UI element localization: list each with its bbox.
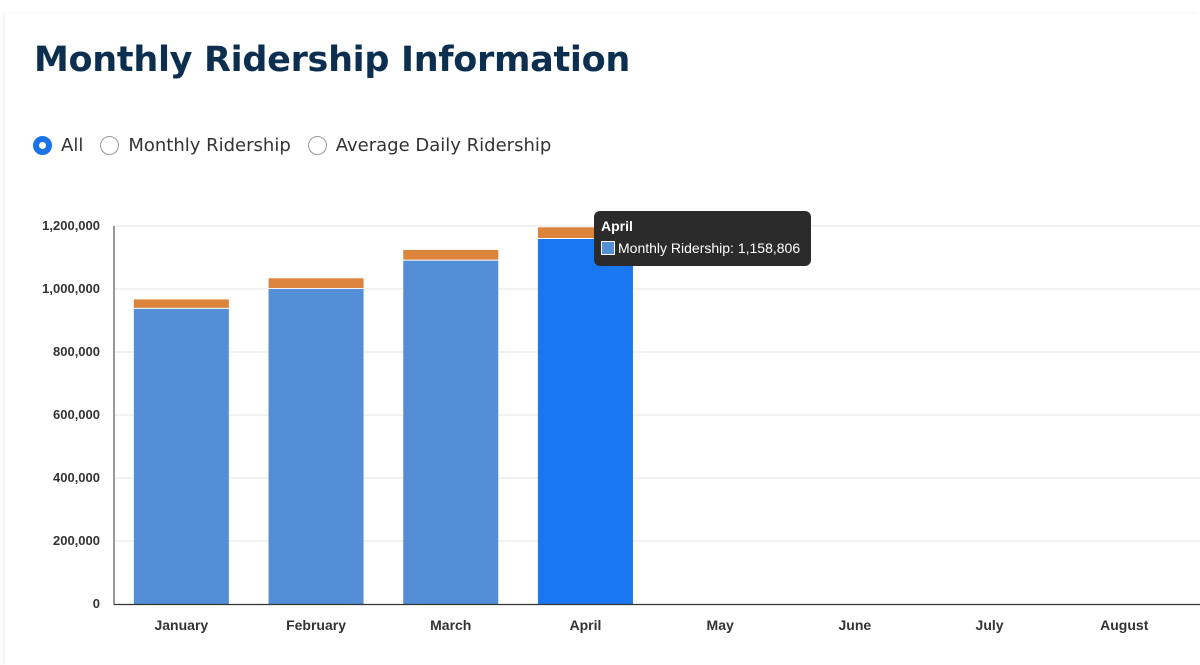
y-tick-label: 0 xyxy=(93,596,100,611)
x-tick-label: March xyxy=(430,617,471,633)
bar-average-daily-ridership xyxy=(403,249,499,260)
radio-selected-icon[interactable] xyxy=(33,135,52,155)
filter-option-monthly-ridership[interactable]: Monthly Ridership xyxy=(100,134,291,156)
filter-option-label: Average Daily Ridership xyxy=(335,134,552,156)
tooltip-row: Monthly Ridership: 1,158,806 xyxy=(601,240,804,256)
tooltip-text: Monthly Ridership: 1,158,806 xyxy=(618,240,801,256)
x-tick-label: May xyxy=(707,617,734,633)
filter-option-label: Monthly Ridership xyxy=(128,134,291,156)
bar-average-daily-ridership xyxy=(537,227,633,238)
y-tick-label: 800,000 xyxy=(53,344,100,359)
tooltip-title: April xyxy=(601,218,633,234)
y-tick-label: 1,200,000 xyxy=(42,218,100,233)
y-tick-label: 400,000 xyxy=(53,470,100,485)
bars xyxy=(133,227,633,604)
y-tick-label: 1,000,000 xyxy=(42,281,100,296)
x-tick-label: July xyxy=(976,617,1004,633)
bar-monthly-ridership xyxy=(268,289,364,604)
y-tick-label: 600,000 xyxy=(53,407,100,422)
filter-option-average-daily-ridership[interactable]: Average Daily Ridership xyxy=(307,134,552,156)
filter-option-all[interactable]: All xyxy=(33,135,83,156)
bar-monthly-ridership xyxy=(537,238,633,604)
filter-option-label: All xyxy=(61,134,84,156)
ridership-filter: All Monthly Ridership Average Daily Ride… xyxy=(33,132,568,158)
bar-monthly-ridership xyxy=(403,260,499,604)
radio-unselected-icon[interactable] xyxy=(100,135,120,155)
bar-average-daily-ridership xyxy=(268,278,364,288)
radio-unselected-icon[interactable] xyxy=(307,135,327,155)
tooltip-series-swatch xyxy=(601,241,615,255)
bar-average-daily-ridership xyxy=(133,299,229,308)
x-tick-label: January xyxy=(154,617,208,633)
x-tick-label: April xyxy=(570,617,602,633)
x-tick-label: June xyxy=(839,617,872,633)
y-tick-label: 200,000 xyxy=(53,533,100,548)
x-tick-label: August xyxy=(1100,617,1149,633)
x-tick-label: February xyxy=(286,617,346,633)
bar-monthly-ridership xyxy=(133,308,229,604)
page-title: Monthly Ridership Information xyxy=(34,40,630,80)
chart-tooltip: April Monthly Ridership: 1,158,806 xyxy=(594,211,811,266)
axes: 0 200,000 400,000 600,000 800,000 1,000,000 1,… xyxy=(42,218,1200,633)
